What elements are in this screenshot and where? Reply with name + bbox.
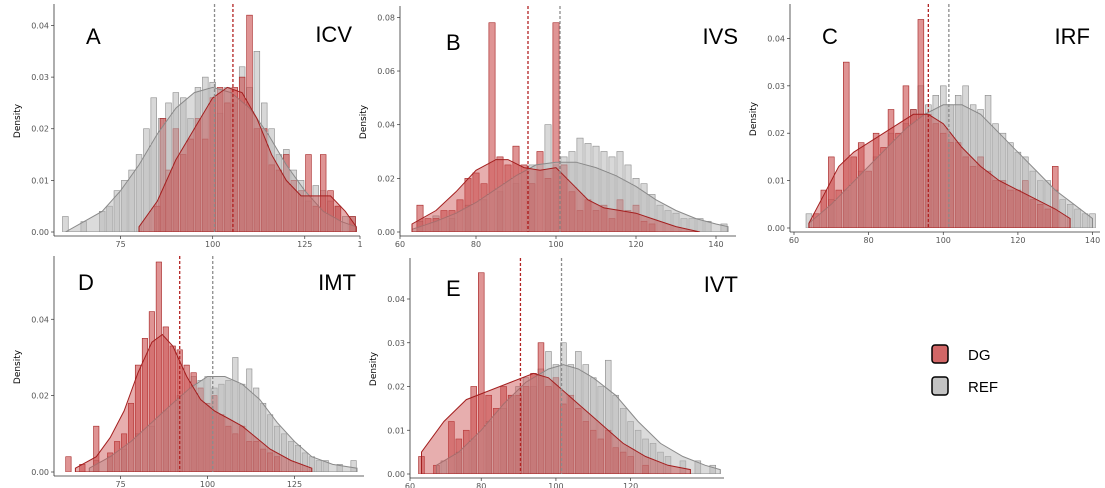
y-tick-label: 0.02 [767,129,785,138]
x-tick-label: 120 [623,482,638,488]
y-tick-label: 0.00 [387,470,405,479]
y-tick-label: 0.00 [31,468,49,477]
panels: 75 100 125 1 0.00 0.01 0.02 0.03 0.04 Density A ICV… [13,4,1100,488]
ref-density-area [64,86,357,232]
y-axis-label: Density [13,103,23,138]
y-tick-label: 0.02 [31,392,49,401]
x-tick-label: 75 [116,240,126,249]
dg-bar [448,421,455,474]
panel-title: ICV [315,22,352,47]
y-axis-label: Density [359,104,369,139]
panel-d: 75 100 125 0.00 0.02 0.04 Density D IMT [13,256,364,488]
x-tick-label: 140 [1085,236,1100,245]
legend-label-dg: DG [968,347,991,364]
panel-title: IRF [1055,24,1090,49]
x-tick-label: 80 [864,236,874,245]
dg-bar [488,22,496,232]
dg-bar [552,22,560,232]
y-tick-label: 0.04 [31,315,49,324]
dg-bar [478,272,485,474]
ref-density-area [808,104,1093,228]
x-tick-label: 125 [287,480,302,488]
legend: DG REF [931,344,998,396]
dg-density-area [411,159,701,232]
y-tick-label: 0.01 [767,177,785,186]
dg-bar [148,311,155,472]
y-tick-label: 0.08 [377,13,395,22]
dg-bar [319,154,327,232]
panel-c: 60 80 100 120 140 0.00 0.01 0.02 0.03 0.04 Density… [749,4,1100,245]
panel-letter: C [822,24,838,49]
ref-bar [62,216,69,232]
x-tick-label: 60 [405,482,415,488]
y-tick-label: 0.00 [767,224,785,233]
x-tick-label: 80 [471,240,481,249]
x-tick-label: 100 [205,240,220,249]
y-tick-label: 0.06 [377,67,395,76]
plot-area [411,22,729,232]
ref-density-area [88,376,358,472]
x-tick-label: 100 [548,482,563,488]
plot-area [65,261,358,472]
legend-swatch-dg [931,344,949,364]
legend-swatch-ref [931,376,949,396]
dg-density-area [74,333,313,472]
dg-bar [162,326,169,472]
dg-bar [134,364,141,472]
panel-b: 60 80 100 120 140 0.00 0.02 0.04 0.06 0.08 Density… [359,6,738,249]
dg-bar [828,156,835,228]
panel-letter: B [446,30,461,55]
panel-title: IMT [318,270,356,295]
x-tick-label: 140 [708,240,723,249]
y-tick-label: 0.02 [31,125,49,134]
ref-density-area [411,161,729,232]
y-tick-label: 0.00 [377,228,395,237]
plot-area [62,14,357,232]
x-tick-label: 100 [936,236,951,245]
x-tick-label: 75 [115,480,125,488]
x-tick-label: 120 [628,240,643,249]
plot-area [418,272,721,474]
y-axis-label: Density [13,349,23,384]
x-tick-label: 125 [297,240,312,249]
y-tick-label: 0.04 [767,34,785,43]
y-axis-label: Density [749,101,759,136]
y-tick-label: 0.03 [387,339,405,348]
y-tick-label: 0.01 [31,176,49,185]
dg-density-area [421,372,691,474]
y-tick-label: 0.03 [31,73,49,82]
y-tick-label: 0.03 [767,82,785,91]
panel-letter: E [446,276,461,301]
y-tick-label: 0.04 [377,121,395,130]
x-tick-label: 60 [789,236,799,245]
dg-bar [470,386,477,474]
y-tick-label: 0.00 [31,228,49,237]
x-tick-label: 60 [395,240,405,249]
y-tick-label: 0.04 [31,21,49,30]
y-tick-label: 0.01 [387,426,405,435]
plot-area [805,19,1096,228]
dg-density-area [138,86,357,232]
dg-bar [65,456,72,472]
x-tick-label: 1 [357,240,362,249]
x-tick-label: 80 [476,482,486,488]
y-axis-label: Density [369,351,379,386]
panel-letter: D [78,270,94,295]
dg-density-area [808,113,1071,228]
x-tick-label: 100 [200,480,215,488]
panel-e: 60 80 100 120 0.00 0.01 0.02 0.03 0.04 Density E IV… [369,258,738,488]
x-tick-label: 120 [1010,236,1025,245]
y-tick-label: 0.02 [387,383,405,392]
ref-density-area [435,364,721,474]
dg-bar [155,261,162,472]
y-tick-label: 0.04 [387,295,405,304]
panel-title: IVS [703,24,738,49]
y-tick-label: 0.02 [377,174,395,183]
panel-letter: A [86,24,101,49]
panel-title: IVT [704,272,738,297]
panel-a: 75 100 125 1 0.00 0.01 0.02 0.03 0.04 Density A ICV [13,4,363,249]
legend-label-ref: REF [968,379,998,396]
x-tick-label: 100 [548,240,563,249]
